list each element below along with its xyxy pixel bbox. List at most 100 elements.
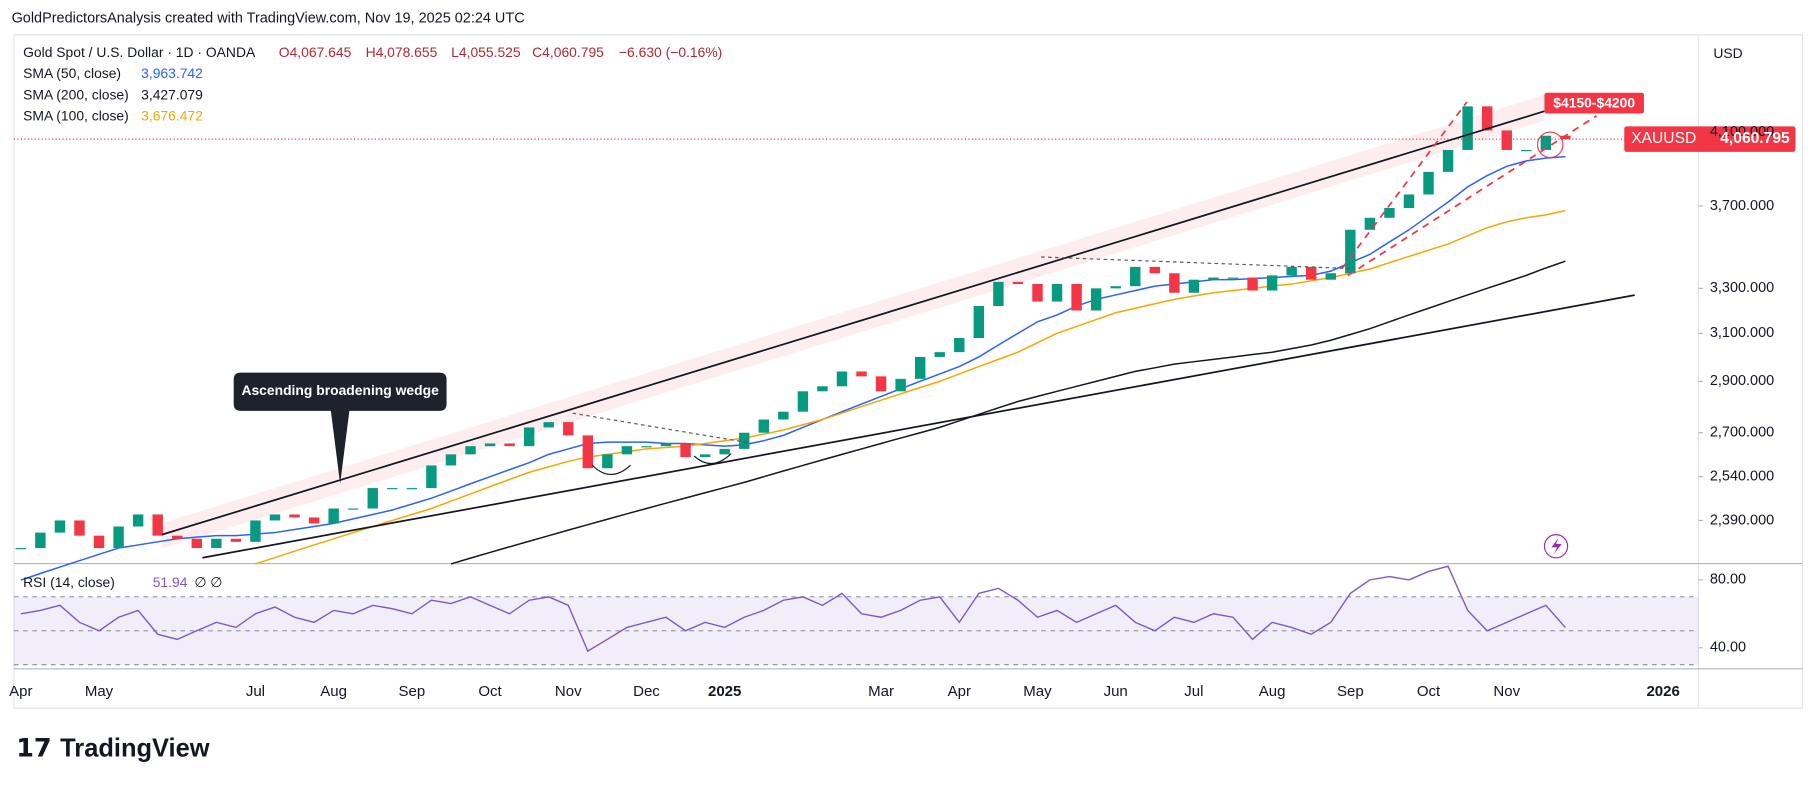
x-tick-label: Sep — [1337, 683, 1364, 700]
candle-body — [1481, 106, 1493, 131]
x-tick-label: May — [85, 683, 114, 700]
candle-body — [1521, 149, 1532, 152]
candle-body — [856, 371, 867, 377]
candle-body — [680, 443, 691, 458]
candle-body — [54, 520, 66, 533]
target-label: $4150-$4200 — [1553, 94, 1635, 110]
candle-body — [172, 535, 183, 539]
candle-body — [1227, 277, 1239, 279]
x-tick-label: Apr — [9, 683, 32, 700]
candle-body — [1442, 149, 1454, 172]
rsi-extra: ∅ ∅ — [194, 574, 222, 590]
arc — [693, 453, 732, 465]
candle-body — [250, 520, 261, 542]
arc — [591, 464, 631, 476]
price-label-value: 4,060.795 — [1720, 130, 1790, 147]
candle-body — [1540, 135, 1552, 150]
x-tick-label: Dec — [633, 683, 660, 700]
candle-body — [1090, 288, 1102, 311]
ohlc-high: H4,078.655 — [366, 44, 438, 60]
y-tick-label: 2,390.000 — [1710, 512, 1774, 528]
candle-body — [1149, 266, 1161, 274]
dashed-line — [572, 412, 753, 444]
x-tick-label: Nov — [1493, 683, 1520, 700]
callout-box — [233, 372, 447, 484]
x-tick-label: Oct — [478, 683, 502, 700]
frame — [13, 34, 1804, 709]
candle-body — [15, 548, 27, 550]
candle-body — [1384, 207, 1395, 218]
candle-body — [308, 517, 320, 524]
candle-body — [74, 520, 85, 536]
candle-body — [269, 514, 281, 521]
candle-body — [817, 386, 828, 392]
legend-name: SMA (50, close) — [23, 65, 121, 81]
candle-body — [445, 454, 457, 466]
y-tick-label: 3,100.000 — [1710, 325, 1774, 341]
x-tick-label: Jul — [1184, 683, 1203, 700]
candle-body — [778, 411, 789, 420]
candle-body — [1110, 286, 1121, 289]
red-dashed-line — [1341, 101, 1468, 270]
candle-body — [1403, 194, 1415, 208]
candle-body — [347, 508, 359, 510]
candle-body — [132, 514, 144, 527]
candle-body — [660, 443, 672, 447]
sma-line — [255, 209, 1566, 565]
rsi-value: 51.94 — [153, 574, 188, 590]
legend-value: 3,676.472 — [141, 108, 203, 124]
y-tick-label: 3,700.000 — [1710, 198, 1774, 214]
candle-body — [1266, 275, 1278, 291]
candle-body — [152, 514, 163, 536]
candle-body — [739, 432, 750, 449]
alert-icon[interactable] — [1543, 534, 1569, 559]
candle-body — [641, 446, 652, 448]
candle-body — [1501, 130, 1512, 150]
candle-body — [35, 532, 46, 549]
price-label-symbol: XAUUSD — [1631, 130, 1696, 147]
candle-body — [191, 538, 202, 549]
ohlc-close: C4,060.795 — [532, 44, 604, 60]
rsi-line — [20, 565, 1566, 653]
candle-body — [1286, 266, 1297, 276]
logo: TradingView — [60, 735, 210, 763]
candle-body — [1462, 106, 1473, 150]
x-tick-label: Mar — [868, 683, 894, 700]
candle-body — [1012, 281, 1024, 285]
candle-body — [934, 352, 945, 357]
target-label-box — [1544, 92, 1644, 114]
channel-shade — [161, 95, 1545, 549]
legend-name: SMA (100, close) — [23, 108, 129, 124]
x-tick-label: Aug — [320, 683, 347, 700]
y-tick-label: 3,300.000 — [1710, 280, 1774, 296]
candle-body — [211, 538, 222, 549]
candle-body — [504, 443, 515, 447]
candle-body — [328, 508, 339, 524]
y-tick-label: 2,540.000 — [1710, 468, 1774, 484]
candle-body — [113, 526, 124, 549]
candle-body — [289, 514, 300, 518]
candle-body — [1560, 135, 1571, 140]
candle-body — [1051, 284, 1063, 302]
ohlc-change: −6.630 (−0.16%) — [619, 44, 722, 60]
candle-body — [954, 337, 965, 353]
rsi-tick-label: 40.00 — [1710, 640, 1746, 656]
candle-body — [895, 378, 906, 392]
candle-body — [563, 422, 574, 436]
candle-body — [387, 488, 398, 490]
candle-body — [426, 465, 437, 489]
callout-text: Ascending broadening wedge — [241, 382, 439, 398]
candle-body — [836, 371, 848, 387]
layout — [13, 34, 1804, 709]
y-tick-label: 2,700.000 — [1710, 425, 1774, 441]
candle-body — [699, 454, 711, 458]
candle-body — [367, 488, 378, 509]
candle-body — [1208, 277, 1219, 280]
candle-body — [1306, 266, 1317, 280]
candle-body — [93, 535, 105, 549]
x-tick-label: Oct — [1417, 683, 1441, 700]
candle-body — [1169, 273, 1180, 293]
drawings: Ascending broadening wedge $4150-$4200 — [161, 92, 1644, 559]
